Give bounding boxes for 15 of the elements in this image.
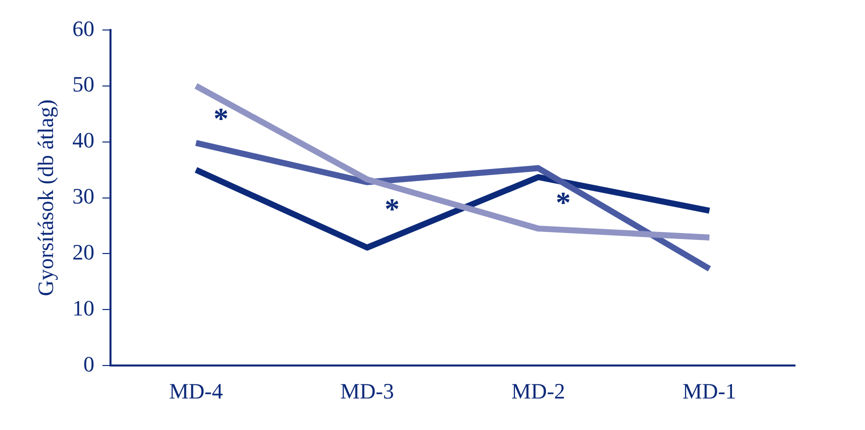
y-tick-label: 50 — [72, 72, 94, 97]
x-tick-label: MD-2 — [511, 378, 566, 404]
annotation: * — [556, 186, 571, 220]
y-tick-label: 10 — [72, 295, 94, 320]
y-axis-title: Gyorsítások (db átlag) — [32, 99, 58, 296]
y-tick-label: 20 — [72, 240, 94, 265]
y-tick-label: 60 — [72, 16, 94, 41]
x-tick-label: MD-3 — [340, 378, 394, 404]
annotation: * — [213, 102, 228, 136]
y-tick-label: 0 — [83, 351, 94, 376]
y-tick-label: 40 — [72, 128, 94, 153]
annotation: * — [384, 192, 400, 226]
x-tick-label: MD-1 — [682, 378, 736, 404]
x-tick-label: MD-4 — [169, 378, 223, 404]
y-tick-label: 30 — [72, 184, 94, 209]
